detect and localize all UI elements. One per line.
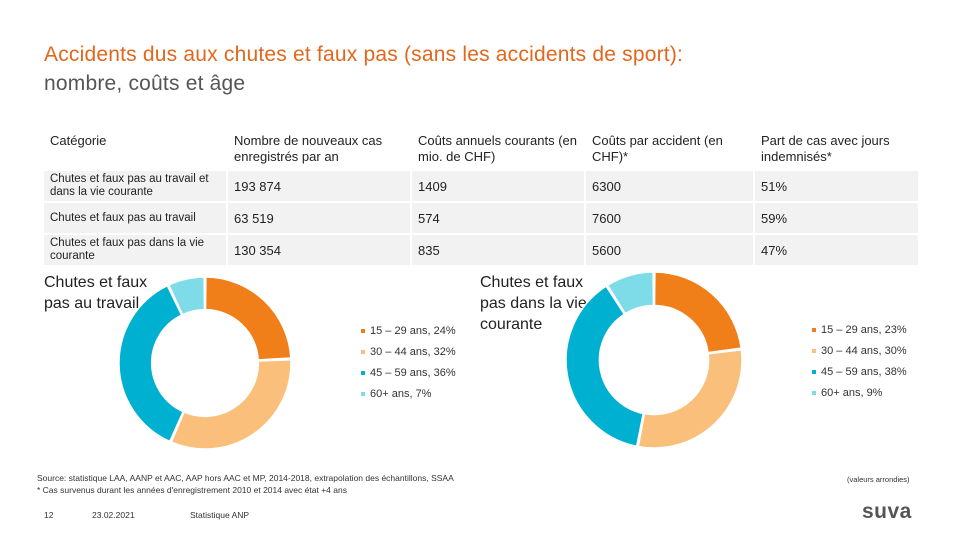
table-header-row: Catégorie Nombre de nouveaux cas enregis… [44,129,918,169]
legend-swatch [812,327,816,332]
rounded-note: (valeurs arrondies) [847,475,910,484]
legend-swatch [361,328,365,333]
legend-swatch [361,370,365,375]
donut-slice-30-44-ans [637,349,743,449]
cell-category: Chutes et faux pas au travail et dans la… [44,171,226,201]
donut-slice-60+-ans [606,271,655,315]
cell-value: 5600 [584,235,753,265]
data-table: Catégorie Nombre de nouveaux cas enregis… [44,127,918,267]
cell-value: 47% [753,235,918,265]
donut-slice-60+-ans [167,276,206,316]
legend-label: 15 – 29 ans, 23% [821,323,907,336]
cell-value: 51% [753,171,918,201]
legend-label: 45 – 59 ans, 38% [821,365,907,378]
cell-category: Chutes et faux pas au travail [44,203,226,233]
cell-value: 574 [410,203,584,233]
header-couts-par-accident: Coûts par accident (en CHF)* [584,129,753,169]
chart-label-travail: Chutes et faux pas au travail [44,274,148,312]
legend-label: 60+ ans, 9% [821,386,883,399]
footer-source: Source: statistique LAA, AANP et AAC, AA… [37,472,454,496]
legend-swatch [812,369,816,374]
suva-logo: suva [862,500,912,523]
donut-slice-45-59-ans [565,285,645,448]
legend-label: 60+ ans, 7% [370,387,432,400]
legend-item: 60+ ans, 9% [812,382,907,403]
footer-date: 23.02.2021 [92,510,135,520]
donut-chart-vie-courante [565,271,743,449]
page-number: 12 [44,510,54,520]
legend-item: 60+ ans, 7% [361,383,456,404]
legend-item: 30 – 44 ans, 30% [812,340,907,361]
legend-item: 45 – 59 ans, 36% [361,362,456,383]
cell-value: 130 354 [226,235,410,265]
header-nombre: Nombre de nouveaux cas enregistrés par a… [226,129,410,169]
cell-value: 59% [753,203,918,233]
donut-slice-45-59-ans [118,284,185,443]
title-line-1: Accidents dus aux chutes et faux pas (sa… [44,43,684,66]
cell-value: 1409 [410,171,584,201]
legend-swatch [361,391,365,396]
title-line-2: nombre, coûts et âge [44,72,246,95]
legend-item: 15 – 29 ans, 23% [812,319,907,340]
note-text: * Cas survenus durant les années d'enreg… [37,485,347,495]
legend-vie-courante: 15 – 29 ans, 23% 30 – 44 ans, 30% 45 – 59 … [812,319,907,403]
cell-value: 7600 [584,203,753,233]
header-categorie: Catégorie [50,133,107,148]
page-title: Accidents dus aux chutes et faux pas (sa… [44,40,683,98]
donut-slice-15-29-ans [653,271,743,354]
legend-swatch [812,390,816,395]
cell-category: Chutes et faux pas dans la vie courante [44,235,226,265]
table-row: Chutes et faux pas dans la vie courante … [44,235,918,265]
header-couts-annuels: Coûts annuels courants (en mio. de CHF) [410,129,584,169]
table-row: Chutes et faux pas au travail 63 519 574… [44,203,918,233]
legend-label: 15 – 29 ans, 24% [370,324,456,337]
cell-value: 6300 [584,171,753,201]
header-part-cas: Part de cas avec jours indemnisés* [753,129,918,169]
donut-slice-15-29-ans [204,276,292,361]
legend-item: 15 – 29 ans, 24% [361,320,456,341]
legend-item: 45 – 59 ans, 38% [812,361,907,382]
donut-slice-30-44-ans [170,358,292,450]
cell-value: 835 [410,235,584,265]
cell-value: 193 874 [226,171,410,201]
legend-label: 30 – 44 ans, 32% [370,345,456,358]
source-text: Source: statistique LAA, AANP et AAC, AA… [37,473,454,483]
legend-travail: 15 – 29 ans, 24% 30 – 44 ans, 32% 45 – 59 … [361,320,456,404]
legend-label: 45 – 59 ans, 36% [370,366,456,379]
donut-chart-travail [118,276,292,450]
legend-item: 30 – 44 ans, 32% [361,341,456,362]
legend-label: 30 – 44 ans, 30% [821,344,907,357]
legend-swatch [361,349,365,354]
table-row: Chutes et faux pas au travail et dans la… [44,171,918,201]
chart-label-vie-courante: Chutes et faux pas dans la vie courante [480,274,587,333]
cell-value: 63 519 [226,203,410,233]
footer-org: Statistique ANP [190,510,250,520]
legend-swatch [812,348,816,353]
